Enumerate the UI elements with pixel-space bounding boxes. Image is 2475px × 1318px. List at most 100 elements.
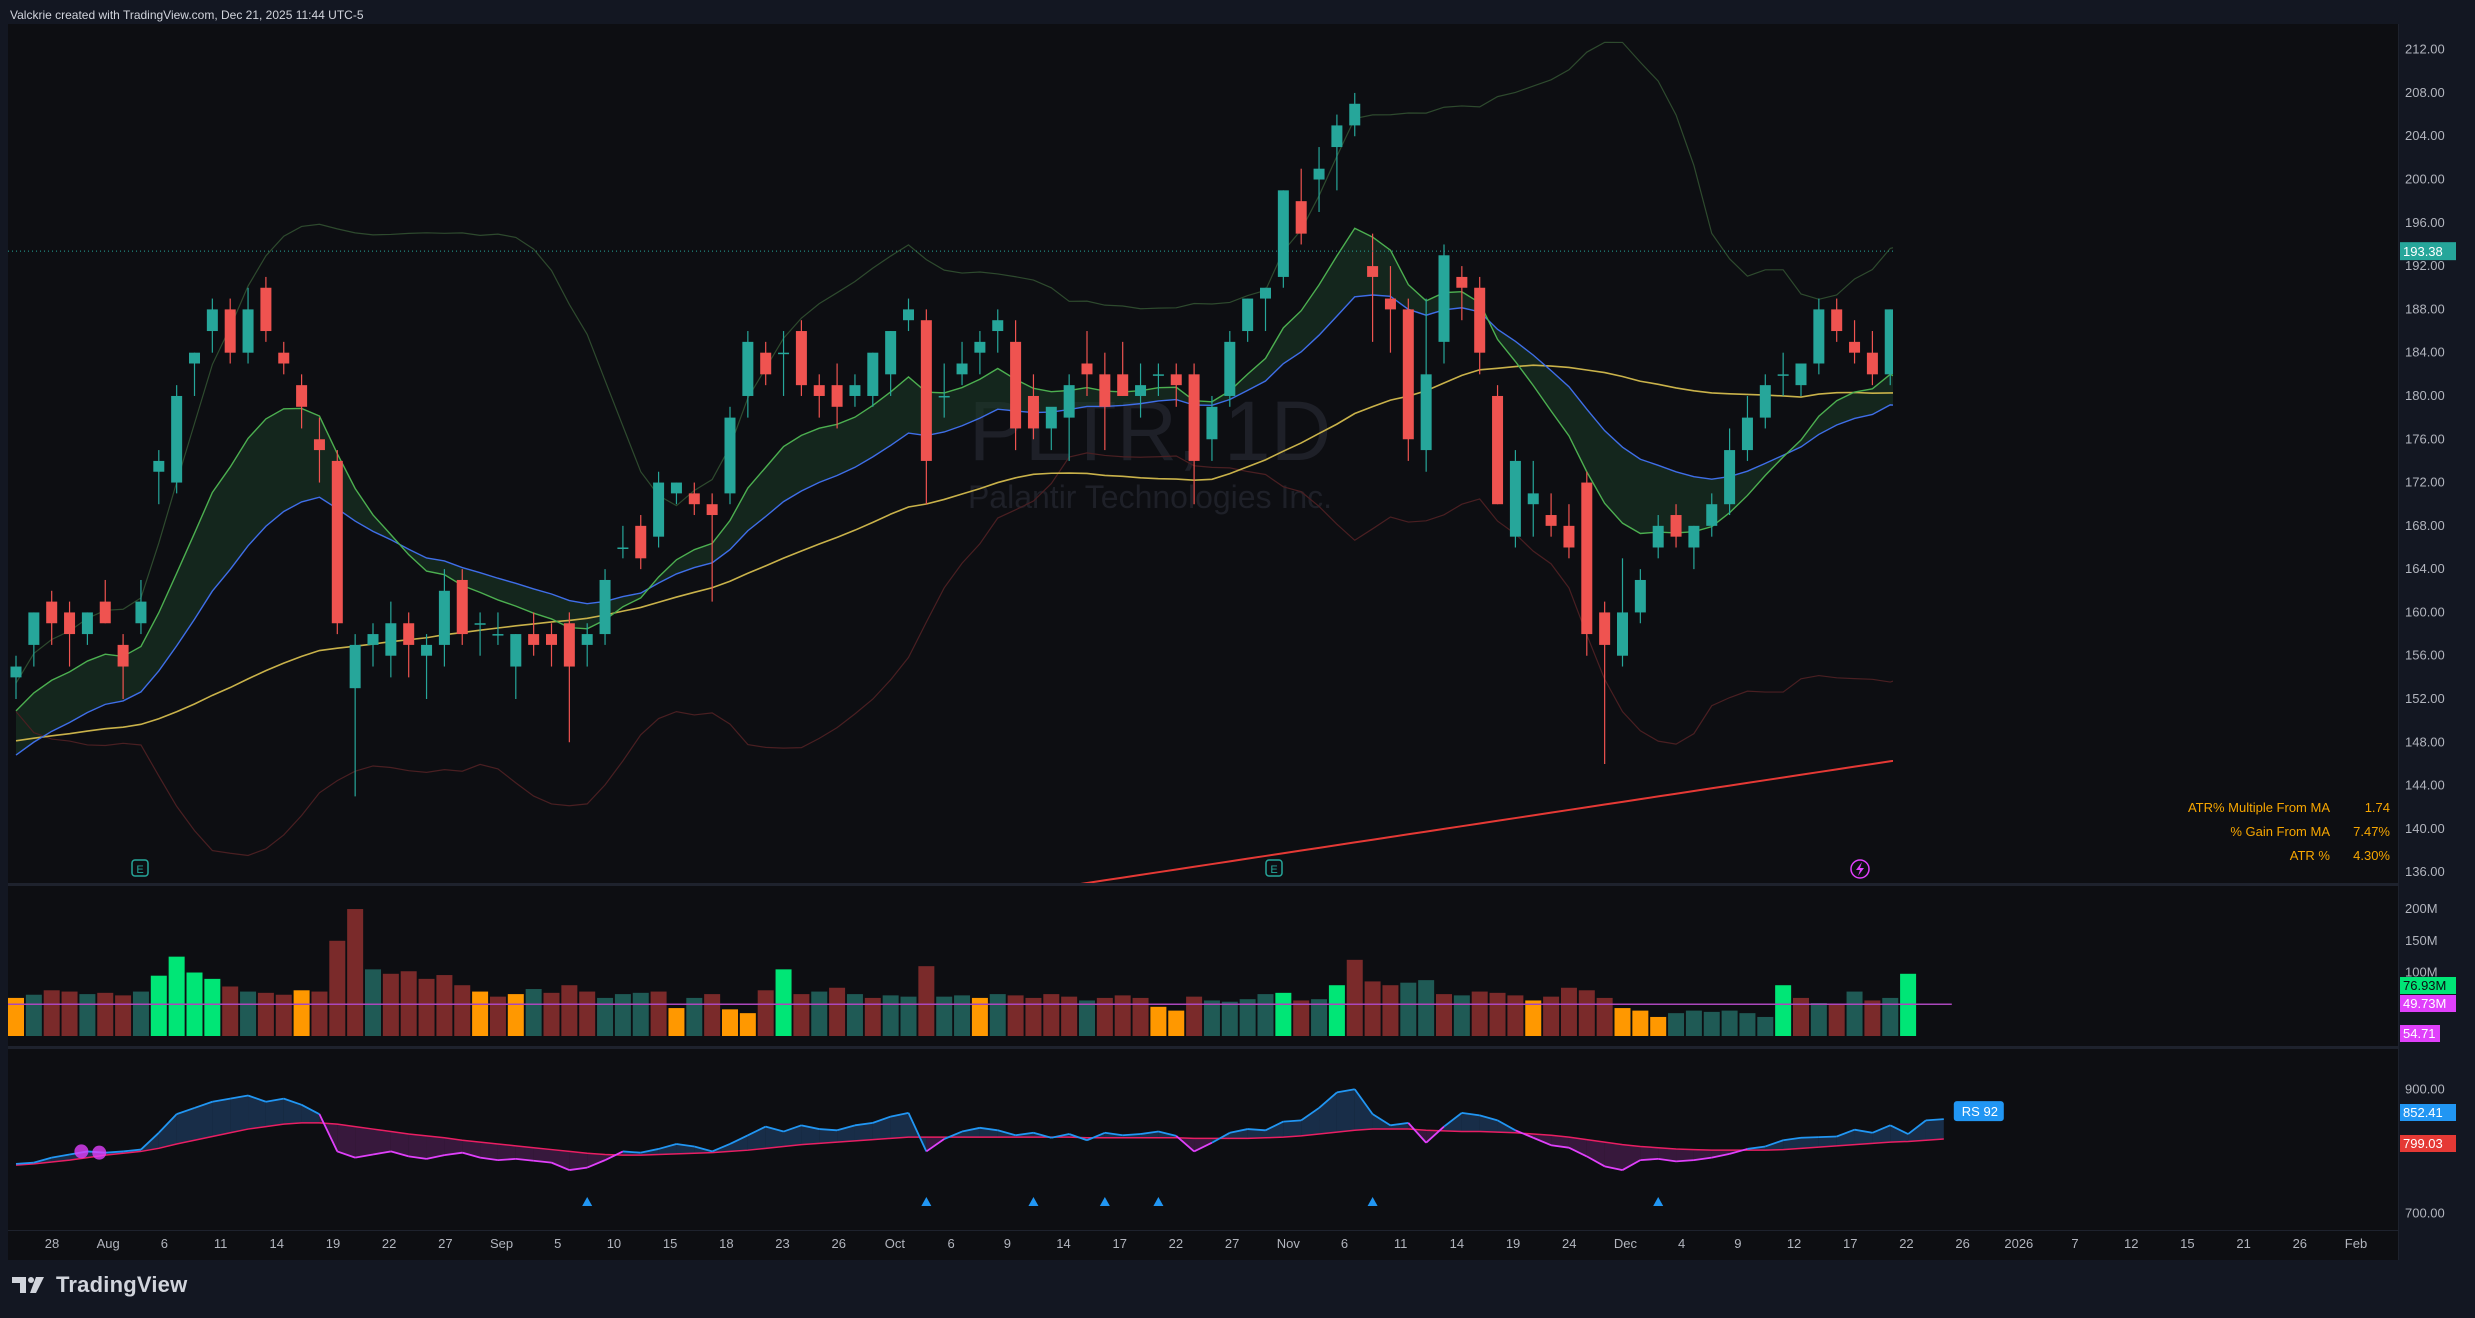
candle-body [581,634,593,645]
volume-bar [1221,1001,1238,1036]
candle [813,374,825,418]
volume-bar [115,995,132,1036]
rs-top-marker [74,1144,89,1159]
candle [742,331,754,418]
candle-body [1903,309,1914,417]
rs-fill [497,1143,516,1161]
candle-body [778,352,790,355]
candle [1349,92,1361,137]
time-tick-label: 7 [2071,1236,2078,1251]
price-axis[interactable]: 212.00 208.00 204.00 200.00 196.00 192.00 188.… [2400,42,2456,880]
candle-body [867,352,879,396]
candle-body [171,395,183,483]
rs-axis[interactable]: 900.00 700.00 852.41 799.03 [2400,1081,2456,1221]
volume-bar [650,991,667,1036]
volume-bar [579,991,596,1036]
price-tick-label: 140.00 [2405,821,2445,836]
candle-body [653,482,665,537]
rs-line-segment [408,1155,427,1160]
rs-line-segment [1283,1119,1302,1123]
volume-bar [1061,996,1078,1036]
volume-bar [25,994,42,1036]
rs-line-segment [1193,1141,1213,1153]
rs-up-marker [1028,1197,1039,1206]
candle [1384,266,1396,353]
rs-fill [158,1114,177,1149]
volume-bar [918,966,935,1036]
candle-body [1509,460,1521,537]
volume-bar [1739,1013,1756,1036]
time-tick-label: 14 [270,1236,284,1251]
candle [1599,601,1611,764]
earnings-icon[interactable]: E [131,859,149,877]
rs-line-segment [1586,1155,1606,1168]
volume-bar [1043,994,1060,1036]
footer-brand-text: TradingView [56,1272,188,1297]
candle [1027,374,1039,440]
price-tick-label: 160.00 [2405,604,2445,619]
candle [1313,147,1325,212]
rs-line-segment [1640,1157,1659,1162]
earnings-icon[interactable]: E [1265,859,1283,877]
candle [974,331,986,375]
rs-line-segment [1051,1133,1070,1139]
candle-body [1741,417,1753,451]
rs-line-segment [533,1159,552,1164]
rs-pane[interactable]: RS 92 [15,1088,2004,1206]
volume-bar [1293,1000,1310,1036]
time-tick-label: 14 [1450,1236,1464,1251]
candle [528,612,540,656]
volume-bar [900,996,917,1036]
rs-line-segment [1550,1144,1570,1149]
rs-line-segment [33,1156,52,1164]
candle [1010,320,1022,451]
candle [938,363,950,418]
volume-pane[interactable] [8,909,1952,1036]
candle [510,634,522,700]
rs-line-segment [247,1094,267,1103]
candle [278,341,290,375]
candle-body [278,352,290,364]
candle-body [1206,406,1218,440]
candle-body [1367,266,1379,277]
rs-line-segment [1068,1133,1088,1142]
candle-body [903,309,914,321]
rs-fill [1783,1137,1801,1150]
candle [1777,352,1789,396]
price-tick-label: 180.00 [2405,388,2445,403]
candle [831,363,843,429]
candle-body [1260,287,1271,299]
chart-header: Valckrie created with TradingView.com, D… [10,8,364,22]
volume-bar [1846,991,1863,1036]
candle-body [1599,612,1611,645]
rs-line-segment [1800,1136,1819,1139]
rs-ma-badge-label: 799.03 [2403,1136,2443,1151]
time-tick-label: Oct [885,1236,906,1251]
candle-body [492,634,504,636]
candle [403,612,415,678]
rs-line-segment [836,1124,856,1132]
price-pane[interactable] [8,41,2398,915]
rs-fill [569,1151,588,1171]
volume-bar [686,997,703,1036]
rs-tick-label: 700.00 [2405,1206,2445,1221]
rs-fill [819,1129,838,1144]
time-tick-label: 19 [1506,1236,1520,1251]
time-tick-label: Aug [97,1236,120,1251]
footer-brand[interactable]: TradingView [12,1272,187,1298]
lightning-icon[interactable] [1850,859,1870,879]
volume-avg-label: 49.73M [2403,996,2446,1011]
rs-line-segment [1693,1156,1712,1162]
bollinger-upper-line [15,41,1893,684]
time-axis[interactable]: 28 Aug 6 11 14 19 22 27 Sep 5 10 15 18 23 26 Oct 6 9 14 17 2… [45,1236,2367,1251]
rs-fill [426,1135,445,1159]
volume-bar [1382,985,1399,1036]
candle [1242,298,1254,342]
volume-badge [2400,977,2456,994]
rs-up-marker [1099,1197,1110,1206]
rs-fill [1604,1142,1623,1171]
candle [260,276,272,342]
stats-value: 1.74 [2364,800,2390,815]
